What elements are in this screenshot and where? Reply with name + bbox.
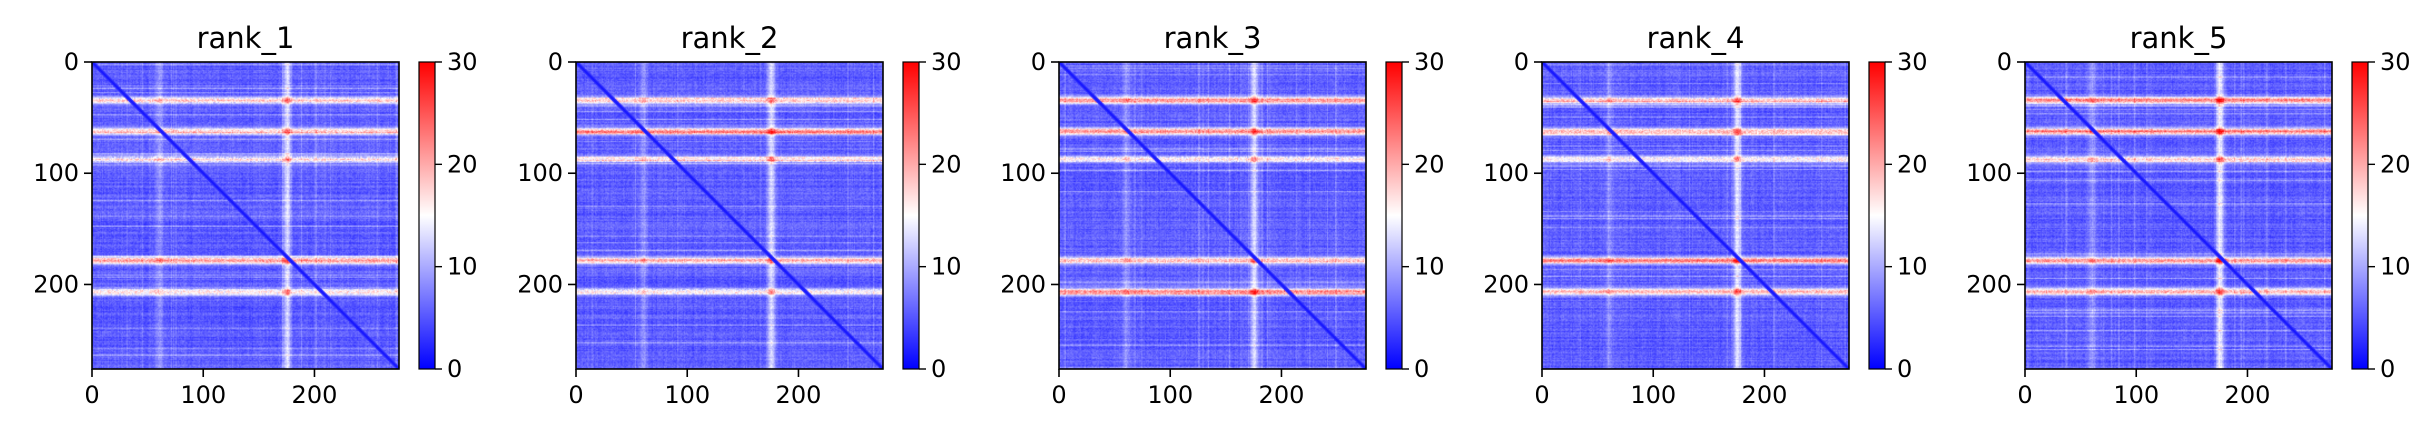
x-tick-label: 200 [1742,381,1788,409]
heatmap-panel-4: rank_4 0 100 200 0 100 200 0 10 20 30 [1483,21,1927,409]
colorbar-tick-label: 20 [447,150,478,178]
colorbar [1385,61,1403,370]
panel-title: rank_2 [681,21,779,55]
panel-title: rank_3 [1164,21,1262,55]
colorbar [1868,61,1886,370]
y-tick-label: 100 [517,159,563,187]
y-tick-label: 0 [1031,48,1046,76]
y-tick-label: 200 [1966,270,2012,298]
x-tick-label: 0 [2017,381,2032,409]
colorbar-tick-label: 0 [1897,355,1912,383]
heatmap-panel-3: rank_3 0 100 200 0 100 200 0 10 20 30 [1000,21,1444,409]
colorbar-tick-label: 30 [447,48,478,76]
colorbar [418,61,436,370]
colorbar-tick-label: 10 [1897,253,1928,281]
y-tick-label: 200 [33,270,79,298]
axes-frame [575,61,884,370]
x-tick-label: 0 [84,381,99,409]
colorbar [902,61,920,370]
colorbar-tick-label: 30 [1897,48,1928,76]
colorbar-tick-label: 10 [931,253,962,281]
colorbar [2351,61,2369,370]
heatmap-image [576,62,883,369]
x-tick-label: 0 [1051,381,1066,409]
heatmap-image [1059,62,1366,369]
colorbar-tick-label: 30 [1414,48,1445,76]
colorbar-tick-label: 0 [447,355,462,383]
axes-frame [1058,61,1367,370]
x-tick-label: 200 [2225,381,2271,409]
x-tick-label: 200 [776,381,822,409]
x-tick-label: 200 [1259,381,1305,409]
axes-frame [1541,61,1850,370]
heatmap-panel-2: rank_2 0 100 200 0 100 200 0 10 20 30 [517,21,961,409]
x-tick-label: 100 [1147,381,1193,409]
axes-frame [2024,61,2333,370]
x-tick-label: 100 [664,381,710,409]
colorbar-tick-label: 30 [2380,48,2411,76]
heatmap-panel-5: rank_5 0 100 200 0 100 200 0 10 20 30 [1966,21,2410,409]
y-tick-label: 100 [33,159,79,187]
x-tick-label: 100 [2113,381,2159,409]
colorbar-tick-label: 10 [1414,253,1445,281]
colorbar-tick-label: 20 [1897,150,1928,178]
panel-title: rank_5 [2130,21,2228,55]
colorbar-tick-label: 10 [2380,253,2411,281]
x-tick-label: 100 [180,381,226,409]
heatmap-panel-1: rank_1 0 100 200 0 100 200 0 10 20 30 [33,21,477,409]
y-tick-label: 100 [1966,159,2012,187]
x-tick-label: 0 [568,381,583,409]
colorbar-tick-label: 20 [931,150,962,178]
y-tick-label: 200 [517,270,563,298]
y-tick-label: 200 [1000,270,1046,298]
colorbar-tick-label: 20 [1414,150,1445,178]
colorbar-tick-label: 0 [1414,355,1429,383]
axes-frame [91,61,400,370]
x-tick-label: 100 [1630,381,1676,409]
panel-title: rank_1 [197,21,295,55]
heatmap-image [92,62,399,369]
colorbar-tick-label: 30 [931,48,962,76]
colorbar-tick-label: 0 [931,355,946,383]
y-tick-label: 100 [1000,159,1046,187]
colorbar-tick-label: 20 [2380,150,2411,178]
heatmap-image [2025,62,2332,369]
x-tick-label: 0 [1534,381,1549,409]
heatmap-image [1542,62,1849,369]
colorbar-tick-label: 0 [2380,355,2395,383]
y-tick-label: 100 [1483,159,1529,187]
y-tick-label: 0 [1514,48,1529,76]
y-tick-label: 200 [1483,270,1529,298]
y-tick-label: 0 [548,48,563,76]
y-tick-label: 0 [1997,48,2012,76]
x-tick-label: 200 [292,381,338,409]
colorbar-tick-label: 10 [447,253,478,281]
y-tick-label: 0 [64,48,79,76]
panel-title: rank_4 [1647,21,1745,55]
